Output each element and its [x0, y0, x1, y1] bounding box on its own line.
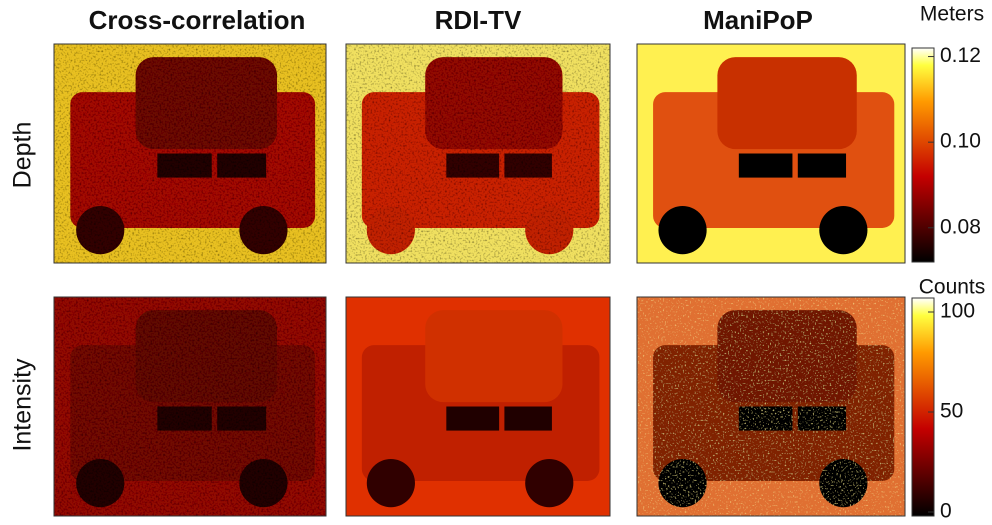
column-title: RDI-TV	[435, 5, 522, 35]
car-cabin	[425, 310, 562, 402]
car-wheel	[239, 206, 287, 254]
car-wheel	[819, 206, 867, 254]
car-window	[446, 154, 499, 178]
image-panel	[346, 44, 610, 263]
colorbar-label: Counts	[919, 276, 986, 299]
car-wheel	[367, 459, 415, 507]
car-window	[157, 154, 211, 178]
colorbar-tick-label: 0.10	[940, 130, 981, 153]
panels	[54, 44, 905, 516]
image-panel	[637, 297, 905, 516]
car-window	[739, 407, 793, 431]
image-panel	[54, 44, 326, 263]
car-window	[739, 154, 793, 178]
colorbar-tick-label: 0	[940, 500, 952, 523]
car-cabin	[717, 310, 856, 402]
column-title: ManiPoP	[703, 5, 813, 35]
car-window	[217, 154, 266, 178]
car-window	[217, 407, 266, 431]
row-label: Intensity	[9, 358, 37, 452]
car-wheel	[239, 459, 287, 507]
car-window	[504, 407, 552, 431]
car-cabin	[136, 310, 277, 402]
colorbar-label: Meters	[920, 3, 984, 26]
car-wheel	[367, 206, 415, 254]
figure: Cross-correlation RDI-TV ManiPoP Depth I…	[0, 0, 992, 525]
colorbar-tick-label: 100	[940, 300, 975, 323]
car-window	[157, 407, 211, 431]
car-wheel	[525, 206, 573, 254]
colorbar-tick-label: 0.12	[940, 44, 981, 67]
car-wheel	[76, 206, 124, 254]
colorbar-tick-label: 50	[940, 400, 963, 423]
car-wheel	[819, 459, 867, 507]
car-wheel	[658, 206, 706, 254]
car-window	[798, 407, 846, 431]
colorbar	[912, 298, 934, 516]
car-wheel	[525, 459, 573, 507]
car-cabin	[425, 57, 562, 149]
car-cabin	[717, 57, 856, 149]
image-panel	[637, 44, 905, 263]
column-title: Cross-correlation	[89, 5, 306, 35]
car-wheel	[658, 459, 706, 507]
car-window	[446, 407, 499, 431]
image-panel	[54, 297, 326, 516]
car-window	[798, 154, 846, 178]
car-cabin	[136, 57, 277, 149]
colorbar-tick-label: 0.08	[940, 215, 981, 238]
image-panel	[346, 297, 610, 516]
row-label: Depth	[9, 122, 37, 189]
car-wheel	[76, 459, 124, 507]
colorbar	[912, 48, 934, 262]
car-window	[504, 154, 552, 178]
